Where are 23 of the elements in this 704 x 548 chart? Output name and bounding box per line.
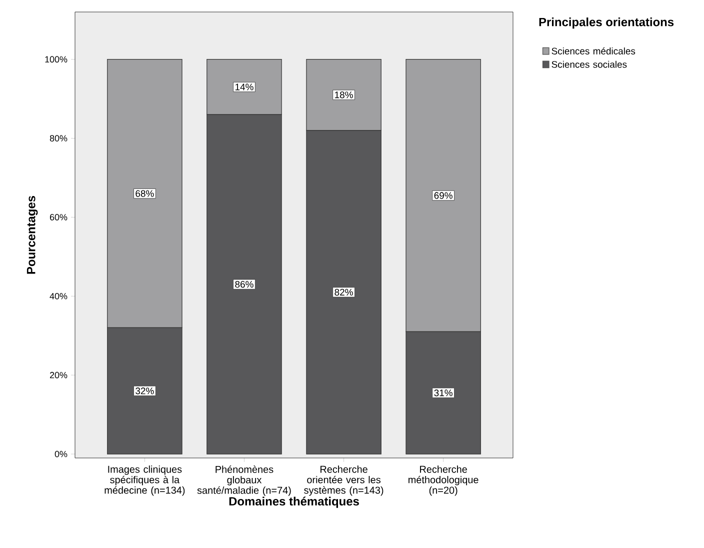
y-tick-label: 80% (50, 135, 68, 142)
x-tick-label: Images cliniques spécifiques à la médecine (n=134) (104, 466, 185, 496)
data-label: 18% (335, 92, 353, 98)
x-tick-label: Recherche orientée vers les systèmes (n=143) (304, 466, 384, 496)
x-axis-title: Domaines thématiques (229, 496, 359, 508)
legend-label: Sciences médicales (552, 47, 636, 54)
data-label: 14% (235, 84, 254, 90)
legend-label: Sciences sociales (552, 60, 627, 68)
data-label: 69% (434, 192, 452, 199)
data-label: 86% (235, 280, 254, 288)
x-tick-label: Phénomènes globaux santé/maladie (n=74) (197, 465, 291, 496)
data-label: 68% (136, 190, 154, 197)
data-label: 82% (334, 288, 353, 296)
legend-title: Principales orientations (539, 18, 674, 29)
y-tick-label: 20% (50, 372, 68, 378)
y-tick-label: 40% (50, 292, 68, 300)
data-label: 32% (136, 388, 154, 394)
x-tick-label: Recherche méthodologique (n=20) (408, 466, 478, 496)
y-tick-label: 60% (50, 214, 68, 220)
y-tick-label: 0% (54, 450, 68, 458)
data-label: 31% (434, 390, 452, 396)
y-tick-label: 100% (45, 56, 68, 63)
y-axis-title: Pourcentages (26, 196, 38, 274)
